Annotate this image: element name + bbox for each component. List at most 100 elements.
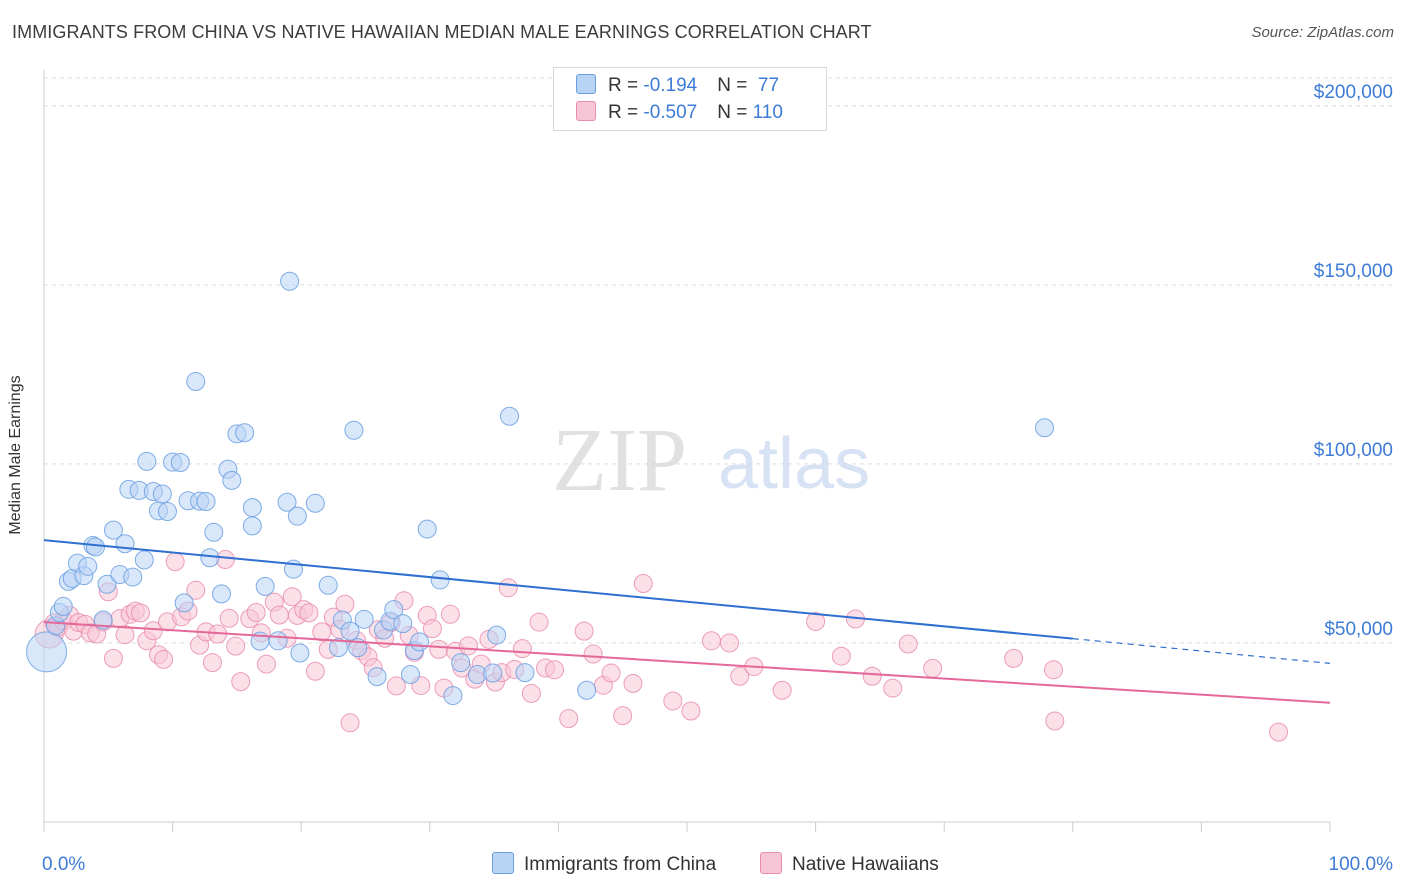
legend-row-china: R = -0.194 N = 77 [576,74,779,98]
hawaiian-point [772,680,792,700]
china-point [515,663,535,683]
china-point [196,492,216,512]
hawaiian-point [340,713,360,733]
series-native-hawaiians [34,550,1289,742]
hawaiian-point [521,683,541,703]
hawaiian-point [226,636,246,656]
hawaiian-point [923,658,943,678]
hawaiian-point [559,709,579,729]
china-point [318,575,338,595]
china-point [97,574,117,594]
china-point [200,548,220,568]
china-point [500,406,520,426]
hawaiian-point [312,622,332,642]
china-point [340,621,360,641]
china-point [483,663,503,683]
hawaiian-point [512,639,532,659]
watermark-zip: ZIP [552,411,687,510]
legend-n-label: N = [717,102,753,123]
legend-row-hawaiians: R = -0.507 N = 110 [576,101,783,125]
china-point [367,667,387,687]
trend-line-china [43,539,1073,640]
hawaiian-point [498,578,518,598]
legend-r-value: -0.507 [643,102,698,123]
china-point [123,567,143,587]
source-label: Source: ZipAtlas.com [1251,24,1394,41]
legend-swatch-pink [576,101,596,121]
hawaiian-point [103,648,123,668]
china-point [115,534,135,554]
china-point [53,596,73,616]
correlation-legend: R = -0.194 N = 77 R = -0.507 N = 110 [553,67,827,131]
china-point [222,470,242,490]
china-point [93,610,113,630]
hawaiian-point [386,676,406,696]
chart-title: IMMIGRANTS FROM CHINA VS NATIVE HAWAIIAN… [12,22,872,42]
legend-n-value: 110 [752,102,783,123]
legend-label-china: Immigrants from China [524,854,717,875]
china-point [577,680,597,700]
legend-r-label: R = [608,102,644,123]
legend-label-hawaiians: Native Hawaiians [792,854,939,875]
hawaiian-point [422,619,442,639]
hawaiian-point [831,646,851,666]
hawaiian-point [730,666,750,686]
hawaiian-point [165,552,185,572]
legend-item-hawaiians: Native Hawaiians [760,852,939,876]
hawaiian-point [440,604,460,624]
china-point [78,556,98,576]
hawaiian-point [806,611,826,631]
china-point [344,420,364,440]
hawaiian-point [202,653,222,673]
gridlines [44,77,1394,644]
watermark-atlas: atlas [718,424,870,504]
china-point [443,686,463,706]
hawaiian-point [154,649,174,669]
legend-swatch-pink [760,852,782,874]
hawaiian-point [305,661,325,681]
china-point [174,593,194,613]
x-tick-label: 100.0% [1329,854,1394,875]
hawaiian-point [1044,660,1064,680]
china-point [277,492,297,512]
watermark: ZIP atlas [552,411,870,510]
y-tick-label: $150,000 [1314,261,1393,282]
china-point [242,516,262,536]
axes [43,70,1331,832]
hawaiian-point [862,666,882,686]
legend-r-label: R = [608,75,644,96]
china-point [211,584,231,604]
china-point [103,520,123,540]
y-tick-label: $100,000 [1314,440,1393,461]
hawaiian-point [231,672,251,692]
hawaiian-point [130,603,150,623]
china-point [384,600,404,620]
series-legend: Immigrants from China Native Hawaiians [0,852,1406,878]
china-point [26,631,68,673]
china-point [85,537,105,557]
china-point [410,632,430,652]
china-point [487,625,507,645]
hawaiian-point [143,621,163,641]
china-point [290,643,310,663]
hawaiian-point [256,654,276,674]
hawaiian-point [269,605,289,625]
china-point [393,614,413,634]
y-tick-label: $50,000 [1324,619,1393,640]
legend-item-china: Immigrants from China [492,852,716,876]
hawaiian-point [299,603,319,623]
china-point [417,519,437,539]
china-point [157,502,177,522]
legend-r-value: -0.194 [643,75,698,96]
hawaiian-point [115,625,135,645]
hawaiian-point [883,678,903,698]
china-point [137,451,157,471]
china-point [401,664,421,684]
china-point [354,609,374,629]
series-immigrants-from-china [26,271,1055,706]
china-point [287,506,307,526]
hawaiian-point [186,580,206,600]
hawaiian-point [1269,722,1289,742]
china-point [430,570,450,590]
